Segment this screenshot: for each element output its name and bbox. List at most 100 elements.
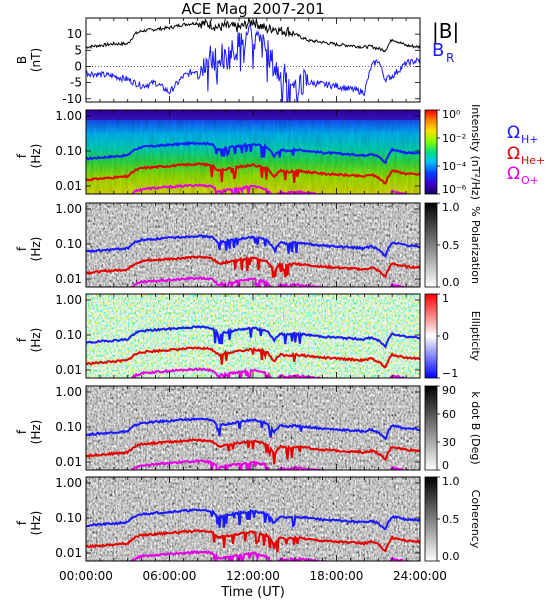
y-axis-unit: (Hz) [29, 511, 43, 536]
series-b-magnitude [86, 18, 420, 53]
colorbar-tick-label: 1 [442, 292, 449, 305]
gyro-line-he [86, 529, 420, 553]
colorbar-tick-label: 1.0 [442, 475, 460, 488]
y-tick-label: 0.01 [55, 455, 82, 469]
legend-omega-o-sub: O+ [521, 174, 539, 187]
gyro-line-he [86, 255, 420, 279]
colorbar-tick-label: 0.0 [442, 550, 460, 563]
legend-b-radial-label: B [432, 40, 444, 61]
y-tick-label: 1.00 [55, 476, 82, 490]
y-tick-label: 0.10 [55, 237, 82, 251]
colorbar-ellipticity [424, 293, 438, 379]
y-tick-label: 0.10 [55, 144, 82, 158]
y-tick-label: 5 [74, 43, 82, 57]
colorbar-coherency [424, 476, 438, 562]
colorbar-tick-label: 0.5 [442, 513, 460, 526]
colorbar-label: k dot B (Deg) [469, 391, 482, 464]
spectrogram-texture [86, 294, 420, 378]
y-axis-unit: (Hz) [29, 420, 43, 445]
colorbar-tick-label: 10⁻² [442, 132, 466, 145]
legend-b-radial-sub: R [446, 51, 454, 65]
gyro-line-h [86, 324, 420, 349]
y-tick-label: 0.10 [55, 420, 82, 434]
gyro-line-o [130, 276, 420, 287]
y-tick-label: 0.01 [55, 272, 82, 286]
legend-b-magnitude: |B| [432, 19, 459, 43]
colorbar-tick-label: 0.0 [442, 276, 460, 289]
y-tick-label: -5 [70, 76, 82, 90]
y-axis-label: f [15, 246, 29, 251]
legend-omega-h-sub: H+ [521, 133, 539, 146]
colorbar-tick-label: 0.5 [442, 239, 460, 252]
chart-title: ACE Mag 2007-201 [181, 0, 324, 18]
y-axis-unit: (Hz) [29, 144, 43, 169]
legend-omega-h-label: Ω [507, 123, 520, 143]
colorbar-label: % Polarization [469, 206, 482, 284]
spectrogram-texture [86, 110, 420, 194]
spectrogram-texture [86, 477, 420, 561]
y-tick-label: 1.00 [55, 202, 82, 216]
spectrogram-texture [86, 386, 420, 470]
series-line [86, 18, 420, 53]
y-axis-label: f [15, 520, 29, 525]
colorbar-tick-label: 60 [442, 408, 456, 421]
colorbar-label: Coherency [469, 490, 482, 549]
gyro-line-he [86, 438, 420, 465]
y-tick-label: 0.01 [55, 363, 82, 377]
x-tick-label: 00:00:00 [59, 569, 113, 583]
gyro-line-h [86, 508, 420, 531]
y-axis-unit: (Hz) [29, 328, 43, 353]
legend-omega-h: Ω H+ [507, 123, 539, 146]
colorbar-tick-label: 0 [442, 330, 449, 343]
x-tick-label: 24:00:00 [393, 569, 447, 583]
gyro-line-h [86, 417, 420, 441]
spectrogram-texture [86, 203, 420, 287]
colorbar-intensity [424, 109, 438, 195]
colorbar-tick-label: −1 [442, 367, 458, 380]
legend-omega-o: Ω O+ [507, 164, 539, 187]
series-line [86, 24, 420, 102]
y-tick-label: 0.10 [55, 328, 82, 342]
legend-omega-he-label: Ω [507, 144, 520, 164]
colorbar-label: Intensity (nT²/Hz) [469, 104, 482, 200]
colorbar-tick-label: 10⁰ [442, 108, 461, 121]
gyro-line-he [86, 162, 420, 185]
colorbar-tick-label: 10⁻⁴ [442, 160, 467, 173]
x-tick-label: 06:00:00 [143, 569, 197, 583]
y-tick-label: 0.10 [55, 511, 82, 525]
gyro-line-h [86, 140, 420, 165]
mag-y-axis-unit: (nT) [29, 48, 43, 72]
colorbar-tick-label: 90 [442, 384, 456, 397]
spectrogram-ellipticity [86, 294, 420, 378]
gyro-line-o [129, 550, 418, 561]
mag-y-axis-label: B [15, 56, 29, 64]
gyro-line-o [130, 459, 413, 470]
colorbar-polarization [424, 202, 438, 288]
gyro-line-he [86, 346, 420, 369]
legend-omega-o-label: Ω [507, 164, 520, 184]
legend-omega-he-sub: He+ [521, 154, 545, 167]
colorbar-tick-label: 0 [442, 459, 449, 472]
y-tick-label: 0.01 [55, 546, 82, 560]
gyro-line-o [128, 367, 415, 378]
colorbar-tick-label: 30 [442, 436, 456, 449]
gyro-line-o [130, 183, 419, 194]
colorbar-wave-normal-angle [424, 385, 438, 471]
colorbar-tick-label: 1.0 [442, 201, 460, 214]
x-tick-label: 18:00:00 [310, 569, 364, 583]
x-axis-label: Time (UT) [220, 585, 285, 600]
y-axis-unit: (Hz) [29, 237, 43, 262]
colorbar-tick-label: 10⁻⁶ [442, 183, 467, 196]
y-tick-label: 10 [67, 27, 82, 41]
spectrogram-coherency [86, 477, 420, 561]
y-axis-label: f [15, 429, 29, 434]
spectrogram-polarization [86, 203, 420, 287]
x-tick-label: 12:00:00 [226, 569, 280, 583]
y-tick-label: -10 [62, 92, 82, 106]
y-axis-label: f [15, 337, 29, 342]
legend-omega-he: Ω He+ [507, 144, 545, 167]
legend-b-radial: B R [432, 40, 454, 65]
y-tick-label: 1.00 [55, 109, 82, 123]
series-b-radial [86, 24, 420, 102]
